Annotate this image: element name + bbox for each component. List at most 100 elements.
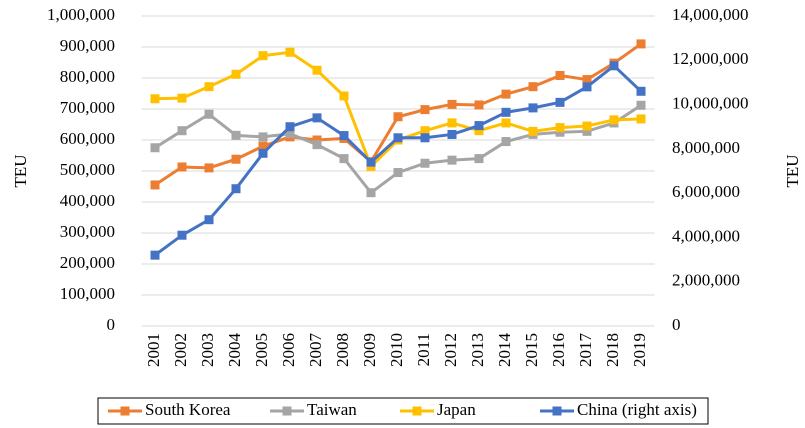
data-marker [420, 158, 430, 168]
data-marker [150, 94, 160, 104]
legend-label: Taiwan [307, 400, 357, 419]
data-marker [204, 82, 214, 92]
data-marker [393, 168, 403, 178]
data-marker [474, 100, 484, 110]
legend-swatch [412, 406, 422, 416]
data-marker [366, 188, 376, 198]
legend-box [97, 397, 709, 425]
data-marker [339, 154, 349, 164]
x-tick-label: 2014 [495, 333, 514, 368]
data-marker [312, 140, 322, 150]
x-tick-label: 2006 [279, 333, 298, 367]
data-marker [555, 123, 565, 133]
y2-tick-label: 12,000,000 [672, 49, 749, 68]
data-marker [501, 107, 511, 117]
data-marker [528, 103, 538, 113]
data-marker [393, 112, 403, 122]
data-marker [420, 126, 430, 136]
data-marker [204, 109, 214, 119]
data-marker [231, 130, 241, 140]
y-tick-label: 700,000 [60, 98, 115, 117]
y2-tick-label: 4,000,000 [672, 226, 740, 245]
x-tick-label: 2018 [603, 333, 622, 367]
y2-axis-title: TEU [783, 154, 802, 187]
y-tick-label: 800,000 [60, 67, 115, 86]
data-marker [177, 162, 187, 172]
x-tick-label: 2011 [414, 333, 433, 366]
y-axis-title: TEU [11, 154, 30, 187]
y-tick-label: 600,000 [60, 129, 115, 148]
data-marker [501, 137, 511, 147]
x-tick-label: 2005 [252, 333, 271, 367]
x-tick-label: 2001 [144, 333, 163, 367]
data-marker [339, 131, 349, 141]
x-tick-label: 2017 [576, 333, 595, 368]
data-marker [636, 39, 646, 49]
data-marker [555, 97, 565, 107]
data-marker [501, 89, 511, 99]
data-marker [582, 82, 592, 92]
y-tick-label: 500,000 [60, 160, 115, 179]
data-marker [339, 91, 349, 101]
data-marker [231, 69, 241, 79]
data-marker [393, 133, 403, 143]
data-marker [204, 215, 214, 225]
y-tick-label: 1,000,000 [47, 5, 115, 24]
data-marker [285, 129, 295, 139]
legend-swatch [282, 406, 292, 416]
x-tick-label: 2013 [468, 333, 487, 367]
data-marker [312, 65, 322, 75]
legend-label: Japan [437, 400, 476, 419]
data-marker [555, 127, 565, 137]
data-marker [150, 250, 160, 260]
data-marker [420, 105, 430, 115]
x-tick-label: 2012 [441, 333, 460, 367]
x-tick-label: 2010 [387, 333, 406, 367]
legend-label: South Korea [145, 400, 231, 419]
data-marker [150, 180, 160, 190]
x-tick-label: 2019 [630, 333, 649, 367]
data-marker [582, 126, 592, 136]
y-tick-label: 900,000 [60, 36, 115, 55]
data-marker [447, 99, 457, 109]
y-tick-label: 400,000 [60, 191, 115, 210]
x-tick-label: 2007 [306, 333, 325, 368]
y-tick-label: 0 [107, 315, 116, 334]
data-marker [609, 115, 619, 125]
legend-label: China (right axis) [577, 400, 697, 419]
data-marker [447, 155, 457, 165]
data-marker [501, 118, 511, 128]
data-marker [258, 132, 268, 142]
data-marker [582, 75, 592, 85]
data-marker [258, 51, 268, 61]
data-marker [582, 121, 592, 131]
legend-swatch [120, 406, 130, 416]
x-tick-label: 2003 [198, 333, 217, 367]
data-marker [312, 135, 322, 145]
data-marker [204, 163, 214, 173]
y2-tick-label: 0 [672, 315, 681, 334]
x-tick-label: 2009 [360, 333, 379, 367]
y-tick-label: 100,000 [60, 284, 115, 303]
data-marker [474, 126, 484, 136]
data-marker [312, 113, 322, 123]
legend-swatch [552, 406, 562, 416]
data-marker [528, 82, 538, 92]
data-marker [636, 100, 646, 110]
data-marker [447, 129, 457, 139]
y2-tick-label: 8,000,000 [672, 138, 740, 157]
y2-tick-label: 6,000,000 [672, 182, 740, 201]
y2-tick-label: 14,000,000 [672, 5, 749, 24]
y-tick-label: 300,000 [60, 222, 115, 241]
data-marker [636, 114, 646, 124]
data-marker [366, 157, 376, 167]
y2-tick-label: 10,000,000 [672, 93, 749, 112]
data-marker [609, 61, 619, 71]
data-marker [474, 121, 484, 131]
x-tick-label: 2015 [522, 333, 541, 367]
x-tick-label: 2016 [549, 333, 568, 367]
x-tick-label: 2002 [171, 333, 190, 367]
data-marker [177, 126, 187, 136]
data-marker [285, 47, 295, 57]
data-marker [258, 141, 268, 151]
